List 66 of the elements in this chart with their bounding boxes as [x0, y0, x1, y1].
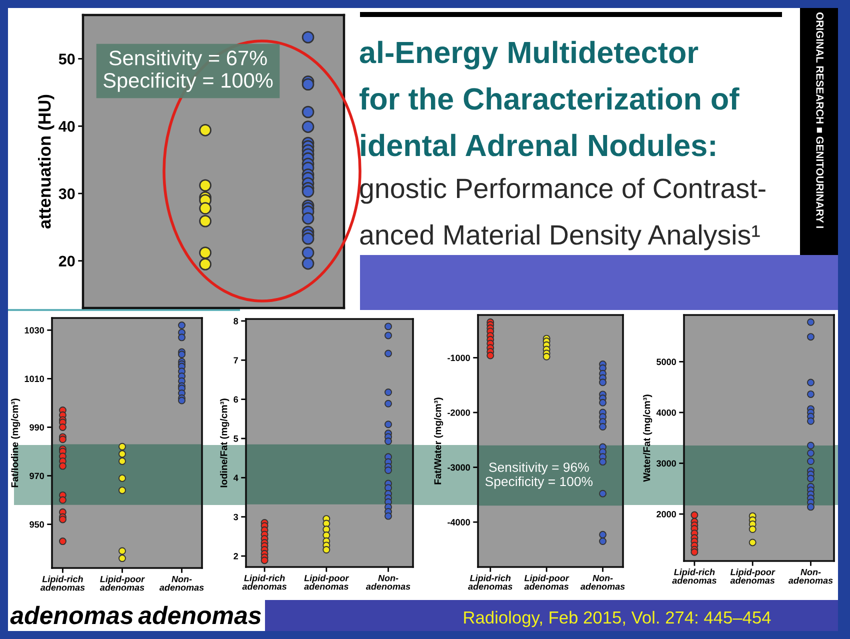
- band-label: Sensitivity = 96% Specificity = 100%: [485, 462, 593, 489]
- y-tick-label: 6: [234, 396, 238, 403]
- y-tick-label: 1030: [24, 327, 44, 334]
- text: Radiology, Feb 2015, Vol. 274: 445–454: [464, 610, 771, 628]
- point: [807, 457, 814, 465]
- y-tick-label: 4: [233, 474, 238, 481]
- y-tick-label: -1000: [448, 354, 470, 362]
- x-tick-label: Lipid-rich adenomas: [468, 574, 512, 590]
- point: [384, 466, 392, 474]
- point: [599, 530, 607, 538]
- x-tick-label: Lipid-poor adenomas: [730, 568, 776, 584]
- y-tick-label: -2000: [448, 409, 470, 416]
- point: [384, 512, 392, 520]
- point: [599, 490, 607, 498]
- point: [599, 423, 607, 430]
- point: [302, 185, 314, 198]
- y-axis-title: Iodine/Fat (mg/cm³): [220, 398, 230, 488]
- y-tick-label: 1010: [24, 376, 44, 382]
- annotation: Sensitivity = 67% Specificity = 100%: [104, 50, 273, 92]
- y-tick-label: 5000: [656, 358, 676, 366]
- x-tick-label: Non- adenomas: [788, 568, 833, 584]
- point: [58, 538, 66, 546]
- point: [807, 503, 814, 511]
- point: [807, 474, 814, 482]
- x-tick-label: Lipid-rich adenomas: [40, 576, 85, 591]
- point: [302, 257, 314, 270]
- text: adenomas: [10, 606, 133, 624]
- point: [58, 516, 66, 524]
- y-tick-label: -3000: [448, 464, 470, 471]
- y-axis-title: attenuation (HU): [38, 94, 54, 228]
- x-tick-label: Non- adenomas: [366, 574, 410, 590]
- y-tick-label: 50: [58, 54, 75, 64]
- y-tick-label: 8: [234, 318, 238, 324]
- x-tick-label: Non- adenomas: [580, 574, 625, 590]
- text: adenomas: [138, 606, 261, 624]
- y-tick-label: 970: [30, 472, 44, 480]
- y-tick-label: 2: [234, 552, 238, 560]
- y-tick-label: 5: [234, 436, 238, 442]
- text: al-Energy Multidetector for the Characterization of idental Adrenal Nodules:: [360, 40, 740, 156]
- point: [302, 246, 314, 259]
- y-tick-label: 4000: [656, 409, 676, 416]
- point: [599, 538, 607, 545]
- y-tick-label: 990: [30, 424, 44, 431]
- text: gnostic Performance of Contrast- anced Material Density Analysis¹: [360, 178, 766, 250]
- x-tick-label: Lipid-poor adenomas: [100, 576, 145, 591]
- y-tick-label: -4000: [448, 519, 470, 526]
- x-tick-label: Lipid-poor adenomas: [524, 574, 570, 590]
- y-tick-label: 2000: [656, 511, 676, 518]
- y-tick-label: 40: [58, 121, 75, 132]
- y-tick-label: 3000: [656, 460, 676, 467]
- x-tick-label: Lipid-rich adenomas: [242, 574, 287, 590]
- point: [302, 232, 314, 245]
- y-axis-title: Fat/Iodine (mg/cm³): [11, 398, 20, 488]
- y-tick-label: 3: [234, 514, 238, 520]
- y-axis-title: Water/Fat (mg/cm³): [643, 394, 652, 482]
- text: ORIGINAL RESEARCH ■ GENITOURINARY I: [816, 12, 824, 228]
- point: [302, 212, 314, 225]
- x-tick-label: Non- adenomas: [159, 576, 204, 591]
- y-axis-title: Fat/Water (mg/cm³): [434, 398, 444, 484]
- y-tick-label: 20: [58, 256, 75, 267]
- x-tick-label: Lipid-rich adenomas: [672, 568, 716, 584]
- point: [599, 458, 607, 466]
- y-tick-label: 950: [30, 521, 44, 528]
- x-tick-label: Lipid-poor adenomas: [304, 574, 350, 590]
- y-tick-label: 7: [234, 357, 238, 364]
- y-tick-label: 30: [58, 188, 75, 200]
